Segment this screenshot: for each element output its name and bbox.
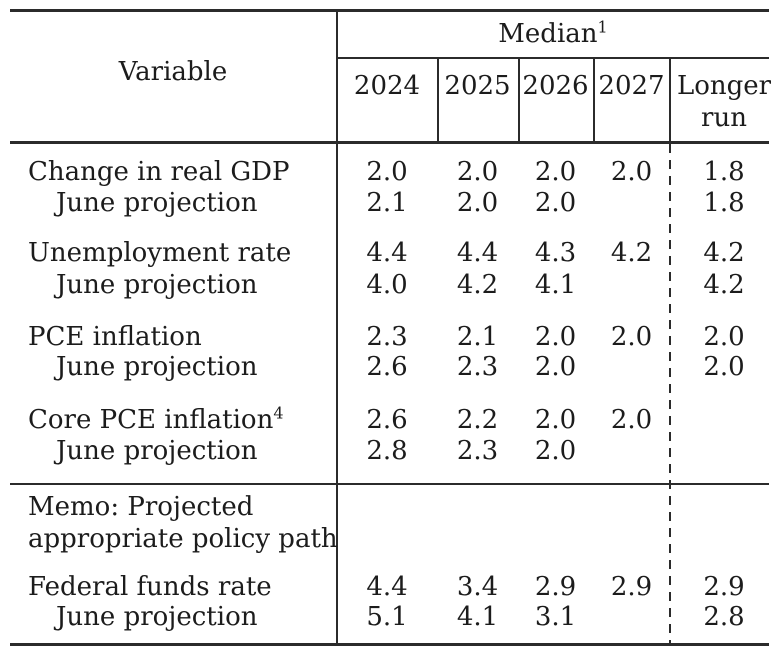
value-2024: 4.4 (366, 238, 408, 268)
value-2026: 2.9 (534, 572, 577, 602)
value-2025: 3.4 (456, 572, 499, 602)
median-header-label: Median (498, 19, 598, 49)
longer-run-header-line1: Longer (676, 71, 771, 101)
value-2026: 2.0 (534, 436, 577, 466)
value-2026: 4.3 (534, 238, 577, 268)
value-2025: 2.0 (456, 157, 499, 187)
value-2025: 4.2 (456, 270, 499, 300)
value-2025: 2.2 (456, 405, 499, 435)
table-row-core-pce: Core PCE inflation4 2.6 2.2 2.0 2.0 (0, 404, 771, 436)
value-longer-run: 2.9 (703, 572, 745, 602)
value-2024: 2.0 (366, 157, 408, 187)
value-2026: 2.0 (534, 188, 577, 218)
row-label: PCE inflation (28, 322, 202, 352)
value-2024: 2.6 (366, 405, 408, 435)
memo-row-line2: appropriate policy path (0, 523, 771, 555)
year-header-2027: 2027 (598, 71, 665, 101)
year-header-2025: 2025 (444, 71, 511, 101)
table-row-fed-funds-june: June projection 5.1 4.1 3.1 2.8 (0, 601, 771, 633)
variable-header: Variable (10, 56, 336, 88)
header-bottom-rule (10, 141, 769, 144)
row-label: Core PCE inflation4 (28, 404, 284, 436)
value-2027: 2.9 (610, 572, 653, 602)
value-2025: 4.1 (456, 602, 499, 632)
value-2026: 4.1 (534, 270, 577, 300)
value-2024: 2.8 (366, 436, 408, 466)
value-longer-run: 1.8 (703, 188, 745, 218)
value-2025: 2.3 (456, 352, 499, 382)
value-2025: 4.4 (456, 238, 499, 268)
value-2026: 2.0 (534, 352, 577, 382)
value-longer-run: 2.8 (703, 602, 745, 632)
value-longer-run: 2.0 (703, 352, 745, 382)
value-2025: 2.0 (456, 188, 499, 218)
memo-label-line2: appropriate policy path (28, 524, 338, 554)
value-longer-run: 1.8 (703, 157, 745, 187)
row-label: Unemployment rate (28, 238, 292, 268)
year-divider-2026-2027 (593, 58, 595, 142)
table-row-unemployment-june: June projection 4.0 4.2 4.1 4.2 (0, 269, 771, 301)
year-divider-2024-2025 (437, 58, 439, 142)
value-2026: 2.0 (534, 322, 577, 352)
value-2024: 2.3 (366, 322, 408, 352)
value-2026: 3.1 (534, 602, 577, 632)
top-rule (10, 9, 769, 12)
table-row-fed-funds: Federal funds rate 4.4 3.4 2.9 2.9 2.9 (0, 571, 771, 603)
table-row-gdp: Change in real GDP 2.0 2.0 2.0 2.0 1.8 (0, 156, 771, 188)
value-2024: 2.1 (366, 188, 408, 218)
table-row-pce: PCE inflation 2.3 2.1 2.0 2.0 2.0 (0, 321, 771, 353)
longer-run-header-line2: run (701, 103, 747, 133)
memo-row-line1: Memo: Projected (0, 491, 771, 523)
row-label: June projection (56, 352, 258, 382)
value-2024: 4.0 (366, 270, 408, 300)
variable-column-divider (336, 10, 338, 644)
value-2025: 2.1 (456, 322, 499, 352)
memo-label-line1: Memo: Projected (28, 492, 254, 522)
longer-run-dashed-divider (669, 144, 671, 644)
value-2027: 2.0 (610, 322, 653, 352)
variable-header-label: Variable (118, 57, 228, 87)
row-label: Federal funds rate (28, 572, 272, 602)
table-row-gdp-june: June projection 2.1 2.0 2.0 1.8 (0, 187, 771, 219)
value-2024: 5.1 (366, 602, 408, 632)
year-header-2026: 2026 (522, 71, 589, 101)
row-label: June projection (56, 602, 258, 632)
value-2025: 2.3 (456, 436, 499, 466)
value-2027: 2.0 (610, 405, 653, 435)
value-longer-run: 4.2 (703, 270, 745, 300)
table-row-pce-june: June projection 2.6 2.3 2.0 2.0 (0, 351, 771, 383)
year-header-2024: 2024 (353, 71, 421, 101)
bottom-rule (10, 643, 769, 646)
row-label: Change in real GDP (28, 157, 290, 187)
value-longer-run: 4.2 (703, 238, 745, 268)
row-label: June projection (56, 188, 258, 218)
table-row-core-pce-june: June projection 2.8 2.3 2.0 (0, 435, 771, 467)
longer-run-divider-header (669, 58, 671, 142)
value-longer-run: 2.0 (703, 322, 745, 352)
value-2024: 2.6 (366, 352, 408, 382)
value-2027: 2.0 (610, 157, 653, 187)
value-2024: 4.4 (366, 572, 408, 602)
row-label: June projection (56, 436, 258, 466)
row-label-text: Core PCE inflation (28, 405, 274, 435)
year-divider-2025-2026 (518, 58, 520, 142)
value-2027: 4.2 (610, 238, 653, 268)
core-pce-footnote-marker: 4 (273, 403, 284, 423)
median-footnote-marker: 1 (597, 17, 608, 37)
row-label: June projection (56, 270, 258, 300)
memo-separator-rule (10, 483, 769, 485)
value-2026: 2.0 (534, 157, 577, 187)
median-underline-rule (337, 57, 769, 59)
table-row-unemployment: Unemployment rate 4.4 4.4 4.3 4.2 4.2 (0, 237, 771, 269)
median-header: Median1 (337, 18, 769, 50)
value-2026: 2.0 (534, 405, 577, 435)
